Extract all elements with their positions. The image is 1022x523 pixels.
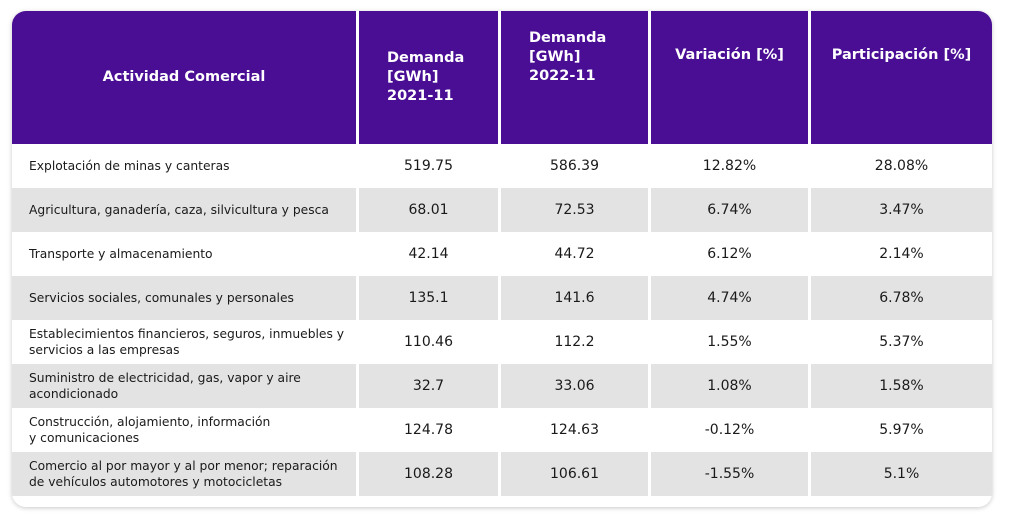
cell-demand-2021: 891.47 — [356, 496, 498, 507]
cell-demand-2022: 124.63 — [498, 408, 648, 452]
table-row: Servicios sociales, comunales y personal… — [12, 276, 992, 320]
cell-demand-2022: 72.53 — [498, 188, 648, 232]
cell-activity: Suministro de electricidad, gas, vapor y… — [12, 364, 356, 408]
table-row: Explotación de minas y canteras 519.75 586… — [12, 144, 992, 188]
table-row: Comercio al por mayor y al por menor; re… — [12, 452, 992, 496]
cell-activity: Establecimientos financieros, seguros, i… — [12, 320, 356, 364]
header-share: Participación [%] — [808, 11, 992, 144]
table-header-row: Actividad Comercial Demanda [GWh] 2021-1… — [12, 11, 992, 144]
cell-demand-2022: 112.2 — [498, 320, 648, 364]
cell-demand-2021: 135.1 — [356, 276, 498, 320]
cell-demand-2022: 33.06 — [498, 364, 648, 408]
cell-activity: Comercio al por mayor y al por menor; re… — [12, 452, 356, 496]
cell-variation: 4.74% — [648, 276, 808, 320]
cell-share: 41.5% — [808, 496, 992, 507]
cell-activity: Construcción, alojamiento, información y … — [12, 408, 356, 452]
cell-demand-2022: 586.39 — [498, 144, 648, 188]
table-row: Transporte y almacenamiento 42.14 44.72 6.1… — [12, 232, 992, 276]
cell-share: 1.58% — [808, 364, 992, 408]
header-activity: Actividad Comercial — [12, 11, 356, 144]
cell-demand-2021: 68.01 — [356, 188, 498, 232]
cell-variation: 6.12% — [648, 232, 808, 276]
cell-share: 6.78% — [808, 276, 992, 320]
table-row: Suministro de electricidad, gas, vapor y… — [12, 364, 992, 408]
header-demand-2022: Demanda [GWh] 2022-11 — [498, 11, 648, 144]
cell-activity: Industrias manufactureras — [12, 496, 356, 507]
cell-variation: -1.55% — [648, 452, 808, 496]
cell-variation: 1.08% — [648, 364, 808, 408]
demand-table-card: Actividad Comercial Demanda [GWh] 2021-1… — [12, 11, 992, 507]
cell-demand-2022: 886.65 — [498, 496, 648, 507]
header-demand-2021: Demanda [GWh] 2021-11 — [356, 11, 498, 144]
cell-activity: Agricultura, ganadería, caza, silvicultu… — [12, 188, 356, 232]
cell-share: 5.37% — [808, 320, 992, 364]
cell-activity: Transporte y almacenamiento — [12, 232, 356, 276]
cell-share: 5.1% — [808, 452, 992, 496]
cell-demand-2021: 110.46 — [356, 320, 498, 364]
cell-variation: -3.04% — [648, 496, 808, 507]
cell-activity: Explotación de minas y canteras — [12, 144, 356, 188]
header-variation: Variación [%] — [648, 11, 808, 144]
demand-table: Actividad Comercial Demanda [GWh] 2021-1… — [12, 11, 992, 507]
table-row: Agricultura, ganadería, caza, silvicultu… — [12, 188, 992, 232]
cell-demand-2022: 44.72 — [498, 232, 648, 276]
cell-share: 3.47% — [808, 188, 992, 232]
cell-demand-2021: 124.78 — [356, 408, 498, 452]
table-row: Establecimientos financieros, seguros, i… — [12, 320, 992, 364]
cell-demand-2022: 106.61 — [498, 452, 648, 496]
cell-share: 5.97% — [808, 408, 992, 452]
cell-variation: 6.74% — [648, 188, 808, 232]
table-row: Industrias manufactureras891.47886.65-3.… — [12, 496, 992, 507]
cell-demand-2022: 141.6 — [498, 276, 648, 320]
cell-variation: 1.55% — [648, 320, 808, 364]
cell-share: 28.08% — [808, 144, 992, 188]
cell-demand-2021: 519.75 — [356, 144, 498, 188]
cell-demand-2021: 32.7 — [356, 364, 498, 408]
cell-activity: Servicios sociales, comunales y personal… — [12, 276, 356, 320]
cell-demand-2021: 108.28 — [356, 452, 498, 496]
table-row: Construcción, alojamiento, información y … — [12, 408, 992, 452]
cell-variation: 12.82% — [648, 144, 808, 188]
cell-share: 2.14% — [808, 232, 992, 276]
cell-demand-2021: 42.14 — [356, 232, 498, 276]
cell-variation: -0.12% — [648, 408, 808, 452]
